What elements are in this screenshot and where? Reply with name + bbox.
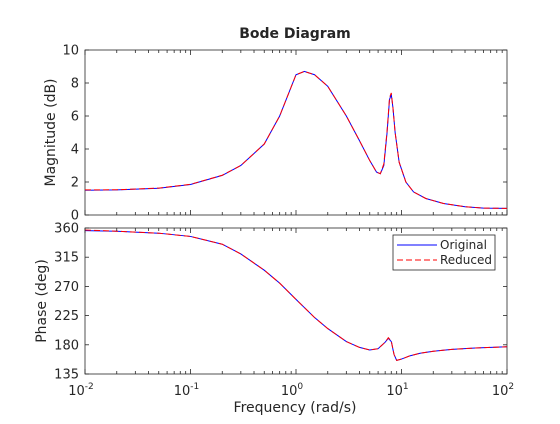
- phase-axis-label: Phase (deg): [34, 259, 50, 343]
- magnitude-ytick-label: 2: [71, 176, 79, 191]
- x-tick-label: 101: [386, 382, 408, 399]
- x-axis-ticks: 10-2 10-1 100 101 102: [68, 382, 514, 399]
- magnitude-series-original: [84, 70, 508, 209]
- magnitude-ytick-label: 6: [71, 110, 79, 125]
- chart-title: Bode Diagram: [239, 26, 351, 42]
- x-tick-label: 102: [492, 382, 514, 399]
- magnitude-axes-box: [84, 49, 508, 216]
- phase-ytick-label: 315: [54, 251, 79, 266]
- magnitude-ticks-group: 0 2 4 6 8 10: [62, 44, 508, 224]
- x-tick-label: 10-1: [174, 382, 200, 399]
- magnitude-ytick-label: 10: [62, 44, 79, 59]
- magnitude-panel: 0 2 4 6 8 10 Magnitude (dB): [43, 44, 508, 224]
- legend-box: [392, 234, 496, 271]
- phase-ytick-label: 180: [54, 338, 79, 353]
- magnitude-ytick-label: 4: [71, 143, 79, 158]
- legend-label-original: Original: [440, 238, 487, 252]
- x-axis-label: Frequency (rad/s): [234, 400, 357, 416]
- phase-series-reduced: [84, 229, 508, 361]
- phase-ytick-label: 360: [54, 222, 79, 237]
- phase-ytick-label: 225: [54, 309, 79, 324]
- magnitude-ytick-label: 0: [71, 209, 79, 224]
- phase-ytick-label: 135: [54, 368, 79, 383]
- phase-ytick-label: 270: [54, 280, 79, 295]
- x-tick-label: 100: [281, 382, 304, 399]
- legend-label-reduced: Reduced: [440, 253, 492, 267]
- x-tick-label: 10-2: [68, 382, 94, 399]
- legend: Original Reduced: [392, 234, 496, 271]
- phase-series-group: [84, 229, 508, 361]
- phase-ticks-group: 135 180 225 270 315 360: [54, 222, 508, 383]
- magnitude-axis-label: Magnitude (dB): [43, 78, 59, 186]
- magnitude-series-group: [84, 70, 508, 209]
- magnitude-ytick-label: 8: [71, 77, 79, 92]
